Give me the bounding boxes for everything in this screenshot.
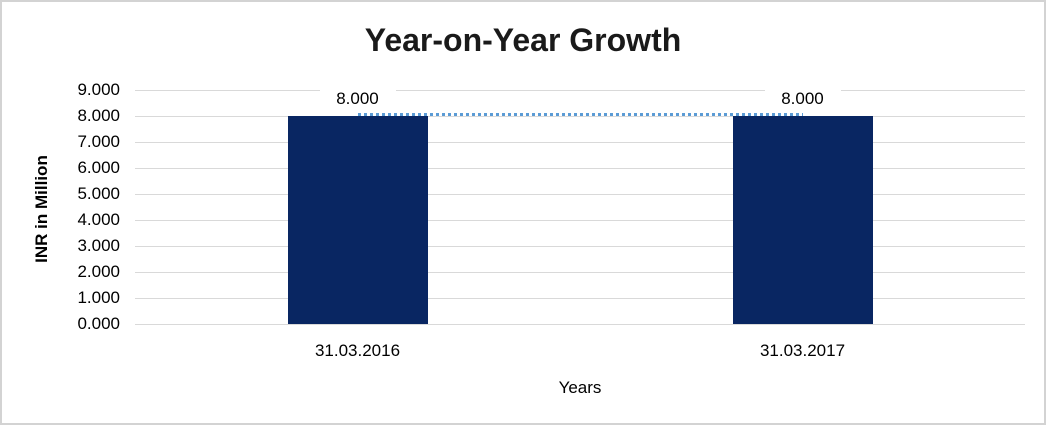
y-tick-label: 4.000 <box>77 210 120 229</box>
gridline <box>135 116 1025 117</box>
gridline <box>135 142 1025 143</box>
y-tick-label: 2.000 <box>77 262 120 281</box>
trendline <box>357 113 803 116</box>
bar-data-label: 8.000 <box>319 88 396 110</box>
y-tick-label: 5.000 <box>77 184 120 203</box>
gridline <box>135 246 1025 247</box>
y-tick-label: 0.000 <box>77 314 120 333</box>
gridline <box>135 168 1025 169</box>
x-axis-title: Years <box>558 378 602 397</box>
gridline <box>135 272 1025 273</box>
y-tick-label: 3.000 <box>77 236 120 255</box>
x-category-label: 31.03.2017 <box>759 341 846 360</box>
bar <box>287 116 428 324</box>
y-tick-label: 8.000 <box>77 106 120 125</box>
y-tick-label: 6.000 <box>77 158 120 177</box>
gridline <box>135 298 1025 299</box>
gridline <box>135 90 1025 91</box>
bar <box>732 116 873 324</box>
chart-title: Year-on-Year Growth <box>364 22 682 58</box>
gridline <box>135 220 1025 221</box>
y-tick-label: 1.000 <box>77 288 120 307</box>
y-tick-label: 7.000 <box>77 132 120 151</box>
bar-data-label: 8.000 <box>764 88 841 110</box>
gridline <box>135 324 1025 325</box>
y-tick-label: 9.000 <box>77 80 120 99</box>
gridline <box>135 194 1025 195</box>
x-category-label: 31.03.2016 <box>314 341 401 360</box>
